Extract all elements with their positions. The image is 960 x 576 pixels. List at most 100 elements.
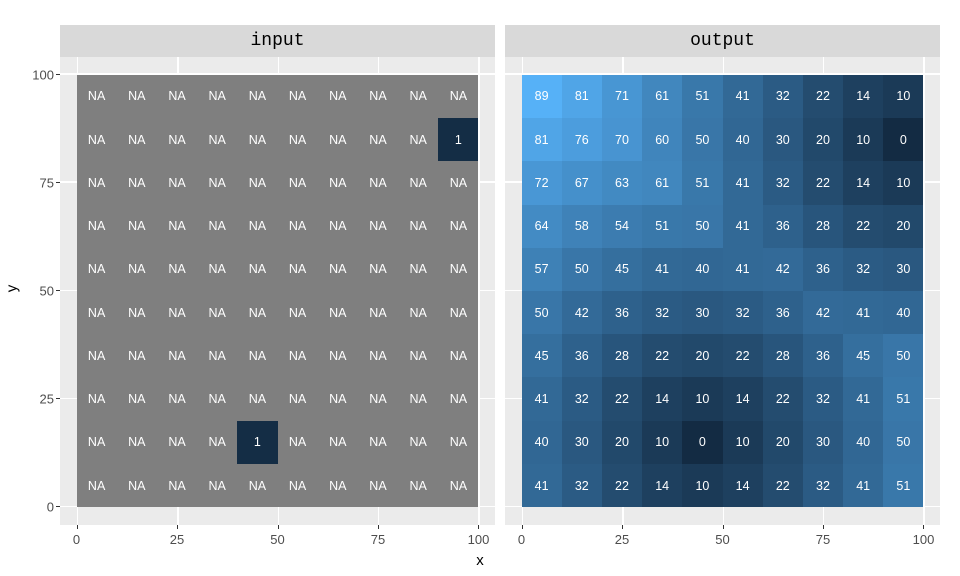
heatmap-cell: 32 — [763, 75, 803, 118]
heatmap-cell: 32 — [562, 377, 602, 420]
panel-strip: output — [505, 25, 940, 57]
heatmap-cell: 41 — [723, 205, 763, 248]
heatmap-cell: NA — [237, 248, 277, 291]
heatmap-cell: NA — [197, 464, 237, 507]
x-tick-label: 100 — [913, 532, 935, 547]
heatmap-cell: 72 — [522, 161, 562, 204]
panel-strip: input — [60, 25, 495, 57]
panel-body: 8981716151413222141081767060504030201007… — [505, 57, 940, 525]
heatmap-cell: NA — [157, 205, 197, 248]
heatmap-cell: NA — [358, 248, 398, 291]
heatmap-cell: NA — [398, 377, 438, 420]
heatmap-cell: 14 — [723, 377, 763, 420]
heatmap-cell: 10 — [883, 161, 923, 204]
panel-body: NANANANANANANANANANANANANANANANANANANA1N… — [60, 57, 495, 525]
plot-area: inputNANANANANANANANANANANANANANANANANAN… — [60, 25, 940, 525]
heatmap-cell: NA — [318, 161, 358, 204]
heatmap-cell: 36 — [803, 334, 843, 377]
heatmap-cell: NA — [157, 248, 197, 291]
heatmap-cell: 61 — [642, 161, 682, 204]
heatmap-cell: NA — [237, 334, 277, 377]
heatmap-cell: 50 — [682, 205, 722, 248]
heatmap-cell: NA — [278, 464, 318, 507]
heatmap-cell: NA — [318, 334, 358, 377]
heatmap-cell: NA — [358, 118, 398, 161]
heatmap-cell: NA — [197, 377, 237, 420]
heatmap-cell: NA — [438, 377, 478, 420]
heatmap-cell: NA — [77, 75, 117, 118]
heatmap-cell: NA — [278, 118, 318, 161]
heatmap-cell: NA — [358, 377, 398, 420]
heatmap-cell: NA — [157, 377, 197, 420]
heatmap-cell: 22 — [763, 464, 803, 507]
heatmap-cell: 20 — [803, 118, 843, 161]
heatmap-cell: NA — [438, 161, 478, 204]
heatmap-cell: 28 — [763, 334, 803, 377]
heatmap-cell: NA — [318, 118, 358, 161]
y-tick-label: 25 — [40, 392, 54, 407]
heatmap-cell: 60 — [642, 118, 682, 161]
heatmap-cell: NA — [318, 205, 358, 248]
heatmap-cell: NA — [398, 75, 438, 118]
heatmap-cell: NA — [197, 421, 237, 464]
heatmap-cell: 41 — [642, 248, 682, 291]
heatmap-cell: NA — [278, 205, 318, 248]
heatmap-cell: 1 — [438, 118, 478, 161]
y-axis-ticks: 0255075100 — [25, 57, 60, 525]
heatmap-cell: 14 — [642, 377, 682, 420]
heatmap-cell: 32 — [843, 248, 883, 291]
heatmap-cell: NA — [117, 334, 157, 377]
x-tick-label: 100 — [468, 532, 490, 547]
heatmap-cell: 42 — [763, 248, 803, 291]
heatmap-cell: NA — [197, 205, 237, 248]
x-tick-label: 75 — [816, 532, 830, 547]
y-tick-label: 0 — [47, 500, 54, 515]
heatmap-cell: 20 — [763, 421, 803, 464]
heatmap-cell: 64 — [522, 205, 562, 248]
heatmap-cell: NA — [438, 75, 478, 118]
heatmap-cell: NA — [117, 291, 157, 334]
heatmap-cell: NA — [197, 118, 237, 161]
x-tick-label: 0 — [518, 532, 525, 547]
heatmap-cell: 76 — [562, 118, 602, 161]
heatmap-cell: NA — [237, 377, 277, 420]
heatmap-cell: NA — [358, 161, 398, 204]
heatmap-cell: 28 — [803, 205, 843, 248]
heatmap-cell: NA — [117, 118, 157, 161]
heatmap-cell: 30 — [682, 291, 722, 334]
heatmap-cell: 36 — [562, 334, 602, 377]
heatmap-cell: NA — [157, 75, 197, 118]
heatmap-cell: 40 — [883, 291, 923, 334]
heatmap-cell: NA — [197, 161, 237, 204]
heatmap-cell: 20 — [883, 205, 923, 248]
heatmap-cell: 71 — [602, 75, 642, 118]
heatmap-cell: NA — [197, 248, 237, 291]
x-axis-ticks: 02550751000255075100 — [60, 528, 940, 548]
heatmap-cell: NA — [77, 291, 117, 334]
heatmap-cell: 50 — [682, 118, 722, 161]
heatmap-cell: 14 — [843, 75, 883, 118]
heatmap-cell: 14 — [723, 464, 763, 507]
heatmap-cell: 45 — [522, 334, 562, 377]
heatmap-cell: NA — [278, 334, 318, 377]
heatmap-cell: NA — [77, 161, 117, 204]
heatmap-cell: 22 — [803, 161, 843, 204]
heatmap-cell: 22 — [803, 75, 843, 118]
heatmap-cell: 28 — [602, 334, 642, 377]
x-tick-label: 25 — [615, 532, 629, 547]
heatmap-cell: NA — [157, 334, 197, 377]
heatmap-cell: NA — [318, 248, 358, 291]
figure: y inputNANANANANANANANANANANANANANANANAN… — [0, 0, 960, 576]
heatmap-cell: NA — [237, 118, 277, 161]
x-tick-label: 75 — [371, 532, 385, 547]
heatmap-cell: NA — [278, 248, 318, 291]
heatmap-cell: 81 — [562, 75, 602, 118]
heatmap-cell: NA — [157, 118, 197, 161]
heatmap-cell: 32 — [763, 161, 803, 204]
heatmap-cell: 30 — [763, 118, 803, 161]
heatmap-cell: 51 — [883, 464, 923, 507]
heatmap-cell: 20 — [602, 421, 642, 464]
heatmap-cell: 51 — [642, 205, 682, 248]
heatmap-cell: NA — [398, 291, 438, 334]
heatmap-cell: NA — [117, 464, 157, 507]
